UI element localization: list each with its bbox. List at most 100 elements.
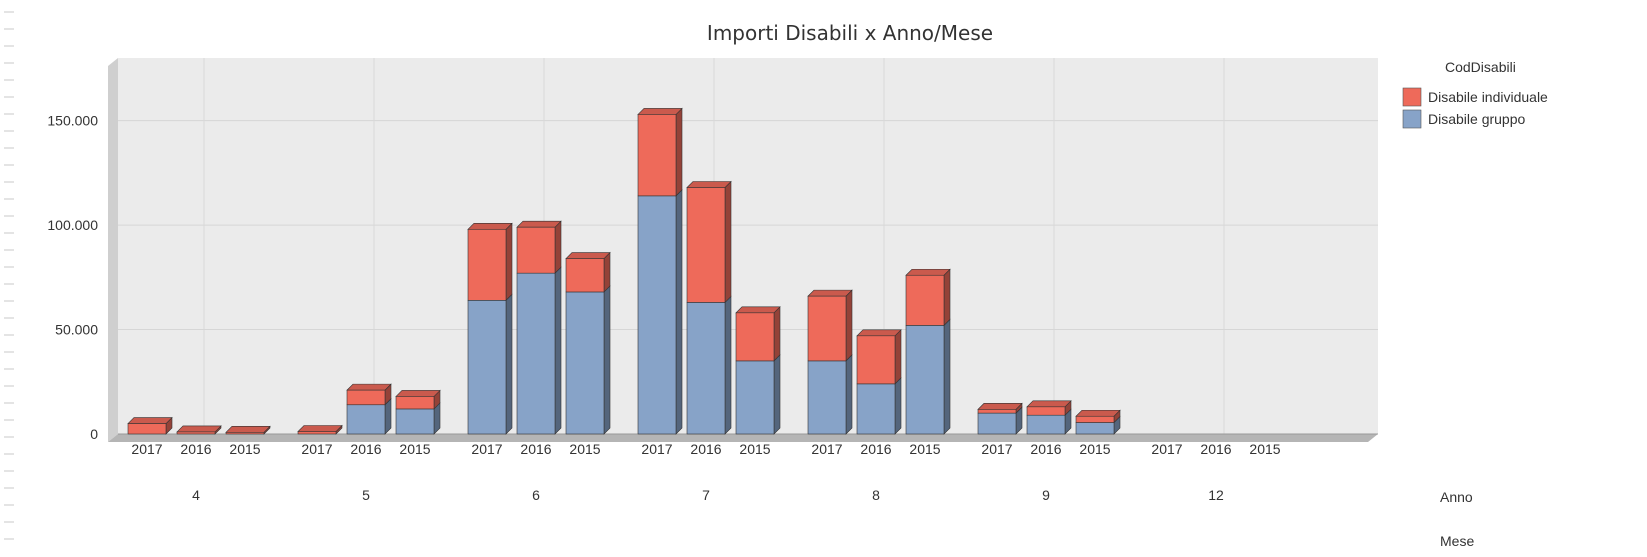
- plot-area: 0 50.000 100.000 150.000 2017 2016 2015 4 2017 20…: [47, 58, 1378, 503]
- bar-side: [505, 222, 513, 302]
- bar-side: [505, 293, 513, 435]
- y-tick-label: 0: [90, 426, 98, 442]
- bar-segment-disabile-individuale: [467, 228, 507, 301]
- x-tick-label-anno: 2017: [641, 441, 672, 457]
- bar-top: [127, 417, 173, 424]
- bar-segment-disabile-gruppo: [686, 302, 726, 435]
- bar-side: [724, 295, 732, 435]
- bar-segment-disabile-individuale: [395, 396, 435, 410]
- bar-segment-disabile-gruppo: [565, 291, 605, 435]
- bar-top: [735, 306, 781, 314]
- bar-segment-disabile-gruppo: [807, 360, 847, 435]
- bar-side: [554, 266, 562, 435]
- bar-top: [977, 403, 1023, 410]
- bar-top: [225, 426, 271, 433]
- bar-side: [773, 354, 781, 435]
- bar-segment-disabile-individuale: [977, 409, 1017, 414]
- bar-side: [675, 107, 683, 197]
- bar-segment-disabile-individuale: [297, 431, 337, 435]
- bar-segment-disabile-gruppo: [637, 195, 677, 435]
- legend-label: Disabile individuale: [1428, 89, 1548, 105]
- bar-side: [943, 268, 951, 327]
- bar-segment-disabile-gruppo: [1026, 414, 1066, 435]
- x-tick-label-anno: 2016: [860, 441, 891, 457]
- x-tick-label-anno: 2017: [981, 441, 1012, 457]
- x-tick-label-anno: 2015: [1079, 441, 1110, 457]
- bar-side: [724, 180, 732, 304]
- chart-title: Importi Disabili x Anno/Mese: [707, 21, 993, 45]
- bar-segment-disabile-individuale: [127, 423, 167, 435]
- bar-segment-disabile-gruppo: [735, 360, 775, 435]
- bar-top: [637, 108, 683, 115]
- bar-segment-disabile-individuale: [637, 114, 677, 197]
- x-tick-label-anno: 2016: [180, 441, 211, 457]
- bar-top: [905, 268, 951, 276]
- bar-segment-disabile-gruppo: [516, 272, 556, 435]
- bar-segment-disabile-individuale: [735, 312, 775, 362]
- bar-segment-disabile-individuale: [346, 389, 386, 406]
- x-tick-label-mese: 8: [872, 487, 880, 503]
- x-tick-label-anno: 2015: [229, 441, 260, 457]
- x-tick-label-anno: 2015: [1249, 441, 1280, 457]
- bar-top: [686, 181, 732, 188]
- bar-top: [346, 383, 392, 391]
- x-tick-label-anno: 2016: [1030, 441, 1061, 457]
- legend-label: Disabile gruppo: [1428, 111, 1525, 127]
- bar-top: [807, 289, 853, 297]
- x-tick-label-anno: 2017: [1151, 441, 1182, 457]
- x-tick-label-anno: 2015: [399, 441, 430, 457]
- bar-segment-disabile-individuale: [1026, 406, 1066, 416]
- bar-top: [395, 390, 441, 397]
- bar-segment-disabile-gruppo: [346, 404, 386, 435]
- bar-segment-disabile-individuale: [686, 187, 726, 303]
- bar-segment-disabile-individuale: [516, 226, 556, 274]
- bar-side: [894, 377, 902, 435]
- plot-side-wall: [108, 58, 118, 442]
- bar-top: [565, 252, 611, 259]
- bar-segment-disabile-gruppo: [1075, 422, 1115, 435]
- x-tick-label-anno: 2017: [301, 441, 332, 457]
- x-tick-label-mese: 4: [192, 487, 200, 503]
- bar-segment-disabile-individuale: [1075, 415, 1115, 423]
- bar-segment-disabile-gruppo: [905, 325, 945, 435]
- bar-top: [1075, 409, 1121, 417]
- bar-side: [603, 251, 611, 293]
- bar-segment-disabile-individuale: [905, 274, 945, 326]
- bar-segment-disabile-gruppo: [395, 408, 435, 435]
- bar-side: [845, 354, 853, 435]
- plot-floor: [108, 434, 1378, 442]
- x-tick-label-mese: 5: [362, 487, 370, 503]
- x-tick-label-mese: 6: [532, 487, 540, 503]
- x-tick-label-anno: 2015: [909, 441, 940, 457]
- bar-top: [516, 220, 562, 228]
- left-ruler: [0, 0, 20, 552]
- bar-side: [675, 189, 683, 435]
- bar-side: [943, 318, 951, 435]
- x-tick-label-mese: 12: [1208, 487, 1224, 503]
- bar-segment-disabile-individuale: [176, 431, 216, 435]
- legend-swatch: [1402, 87, 1422, 107]
- x-tick-label-anno: 2016: [690, 441, 721, 457]
- bar-side: [554, 220, 562, 274]
- bar-side: [894, 329, 902, 385]
- bar-side: [845, 289, 853, 362]
- x-tick-label-anno: 2015: [569, 441, 600, 457]
- x-tick-label-mese: 7: [702, 487, 710, 503]
- bar-segment-disabile-gruppo: [467, 300, 507, 435]
- legend-swatch: [1402, 109, 1422, 129]
- y-tick-label: 150.000: [47, 113, 98, 129]
- bar-segment-disabile-gruppo: [856, 383, 896, 435]
- bar-top: [856, 329, 902, 337]
- x-tick-label-anno: 2016: [350, 441, 381, 457]
- bar-segment-disabile-individuale: [807, 295, 847, 362]
- x-tick-label-anno: 2017: [811, 441, 842, 457]
- x-inner-axis-name: Anno: [1440, 489, 1473, 505]
- bar-segment-disabile-individuale: [225, 432, 265, 435]
- x-tick-label-anno: 2017: [471, 441, 502, 457]
- x-tick-label-anno: 2016: [1200, 441, 1231, 457]
- legend-title: CodDisabili: [1445, 59, 1516, 75]
- y-tick-label: 50.000: [55, 322, 98, 338]
- bar-top: [1026, 400, 1072, 408]
- x-tick-label-mese: 9: [1042, 487, 1050, 503]
